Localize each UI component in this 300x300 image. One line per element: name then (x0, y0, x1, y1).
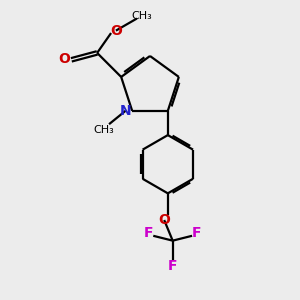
Text: O: O (158, 213, 170, 227)
Text: F: F (192, 226, 202, 240)
Text: CH₃: CH₃ (131, 11, 152, 21)
Text: N: N (120, 104, 131, 118)
Text: O: O (110, 24, 122, 38)
Text: CH₃: CH₃ (94, 125, 115, 135)
Text: O: O (59, 52, 70, 66)
Text: F: F (168, 259, 177, 273)
Text: F: F (144, 226, 153, 240)
